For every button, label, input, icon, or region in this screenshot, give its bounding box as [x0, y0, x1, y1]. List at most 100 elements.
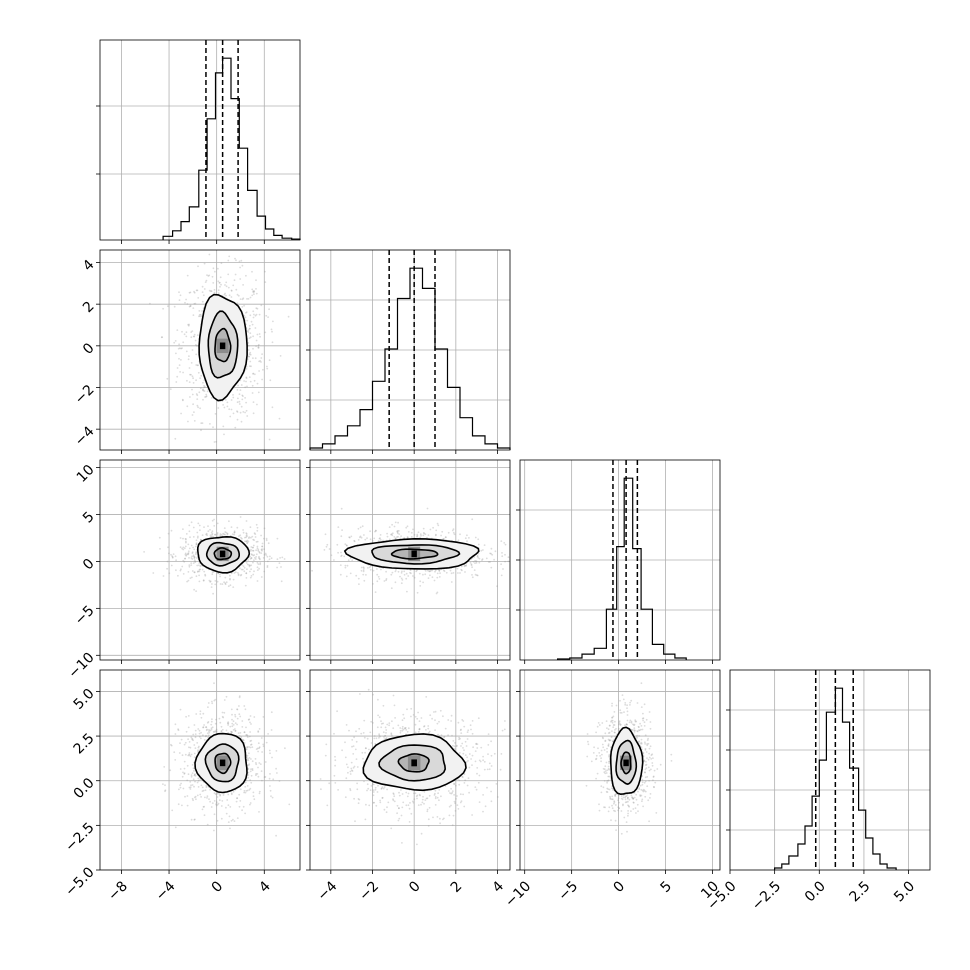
sample-point [164, 789, 167, 792]
sample-point [239, 266, 242, 269]
sample-point [175, 352, 177, 355]
sample-point [255, 523, 258, 526]
sample-point [205, 395, 208, 397]
sample-point [209, 800, 212, 803]
sample-point [174, 759, 177, 761]
sample-point [250, 768, 252, 771]
sample-point [652, 786, 655, 788]
sample-point [481, 558, 484, 560]
sample-point [228, 408, 231, 411]
sample-point [205, 726, 208, 729]
sample-point [247, 757, 249, 760]
sample-point [412, 575, 414, 577]
sample-point [209, 581, 212, 583]
sample-point [174, 555, 177, 558]
sample-point [229, 827, 231, 830]
sample-point [230, 708, 233, 711]
sample-point [232, 284, 235, 287]
sample-point [213, 289, 216, 291]
sample-point [376, 573, 379, 576]
sample-point [200, 737, 202, 740]
sample-point [410, 707, 413, 710]
sample-point [501, 729, 504, 732]
sample-point [276, 772, 278, 774]
sample-point [372, 801, 375, 804]
sample-point [378, 734, 381, 737]
sample-point [219, 533, 222, 535]
sample-point [176, 329, 179, 331]
sample-point [198, 735, 201, 738]
sample-point [230, 730, 233, 733]
sample-point [216, 796, 219, 798]
sample-point [188, 547, 191, 550]
sample-point [490, 790, 492, 793]
sample-point [371, 783, 374, 786]
sample-point [224, 292, 227, 295]
sample-point [213, 225, 215, 227]
sample-point [232, 394, 234, 396]
sample-point [250, 320, 253, 323]
sample-point [213, 813, 216, 816]
sample-point [189, 781, 192, 783]
sample-point [268, 438, 271, 441]
sample-point [436, 722, 439, 725]
sample-point [613, 809, 615, 812]
sample-point [199, 407, 202, 410]
sample-point [190, 564, 193, 566]
sample-point [245, 536, 248, 539]
hist-panel-2 [516, 459, 721, 664]
sample-point [193, 756, 196, 758]
sample-point [250, 557, 253, 559]
sample-point [187, 552, 190, 554]
sample-point [350, 761, 353, 764]
sample-point [363, 736, 366, 739]
sample-point [181, 330, 183, 333]
sample-point [398, 794, 401, 797]
sample-point [475, 562, 478, 564]
sample-point [192, 546, 195, 549]
sample-point [265, 554, 268, 556]
sample-point [425, 696, 428, 698]
sample-point [194, 545, 197, 548]
sample-point [243, 566, 246, 569]
sample-point [383, 580, 386, 582]
sample-point [263, 570, 266, 573]
sample-point [192, 377, 195, 380]
sample-point [181, 804, 183, 807]
sample-point [368, 566, 371, 569]
sample-point [221, 711, 224, 714]
sample-point [182, 559, 185, 562]
sample-point [402, 713, 405, 716]
sample-point [380, 720, 382, 722]
sample-point [191, 552, 194, 555]
density-panel-1-3 [306, 669, 511, 874]
sample-point [458, 738, 460, 741]
sample-point [352, 745, 355, 747]
sample-point [429, 574, 431, 577]
sample-point [452, 528, 455, 530]
sample-point [426, 797, 429, 800]
sample-point [212, 267, 215, 270]
hist-frame-3 [729, 669, 931, 871]
sample-point [365, 747, 367, 750]
sample-point [262, 745, 265, 748]
sample-point [202, 579, 205, 582]
sample-point [354, 820, 356, 823]
sample-point [466, 540, 468, 542]
sample-point [171, 555, 174, 557]
sample-point [192, 382, 195, 384]
sample-point [190, 373, 192, 376]
sample-point [356, 766, 359, 768]
sample-point [191, 764, 194, 766]
sample-point [357, 527, 360, 530]
sample-point [202, 726, 205, 729]
sample-point [236, 797, 239, 799]
sample-point [207, 530, 210, 533]
sample-point [225, 294, 227, 297]
sample-point [188, 355, 190, 357]
sample-point [237, 572, 239, 574]
sample-point [193, 588, 196, 591]
sample-point [193, 411, 195, 413]
sample-point [598, 724, 601, 726]
sample-point [400, 582, 403, 585]
